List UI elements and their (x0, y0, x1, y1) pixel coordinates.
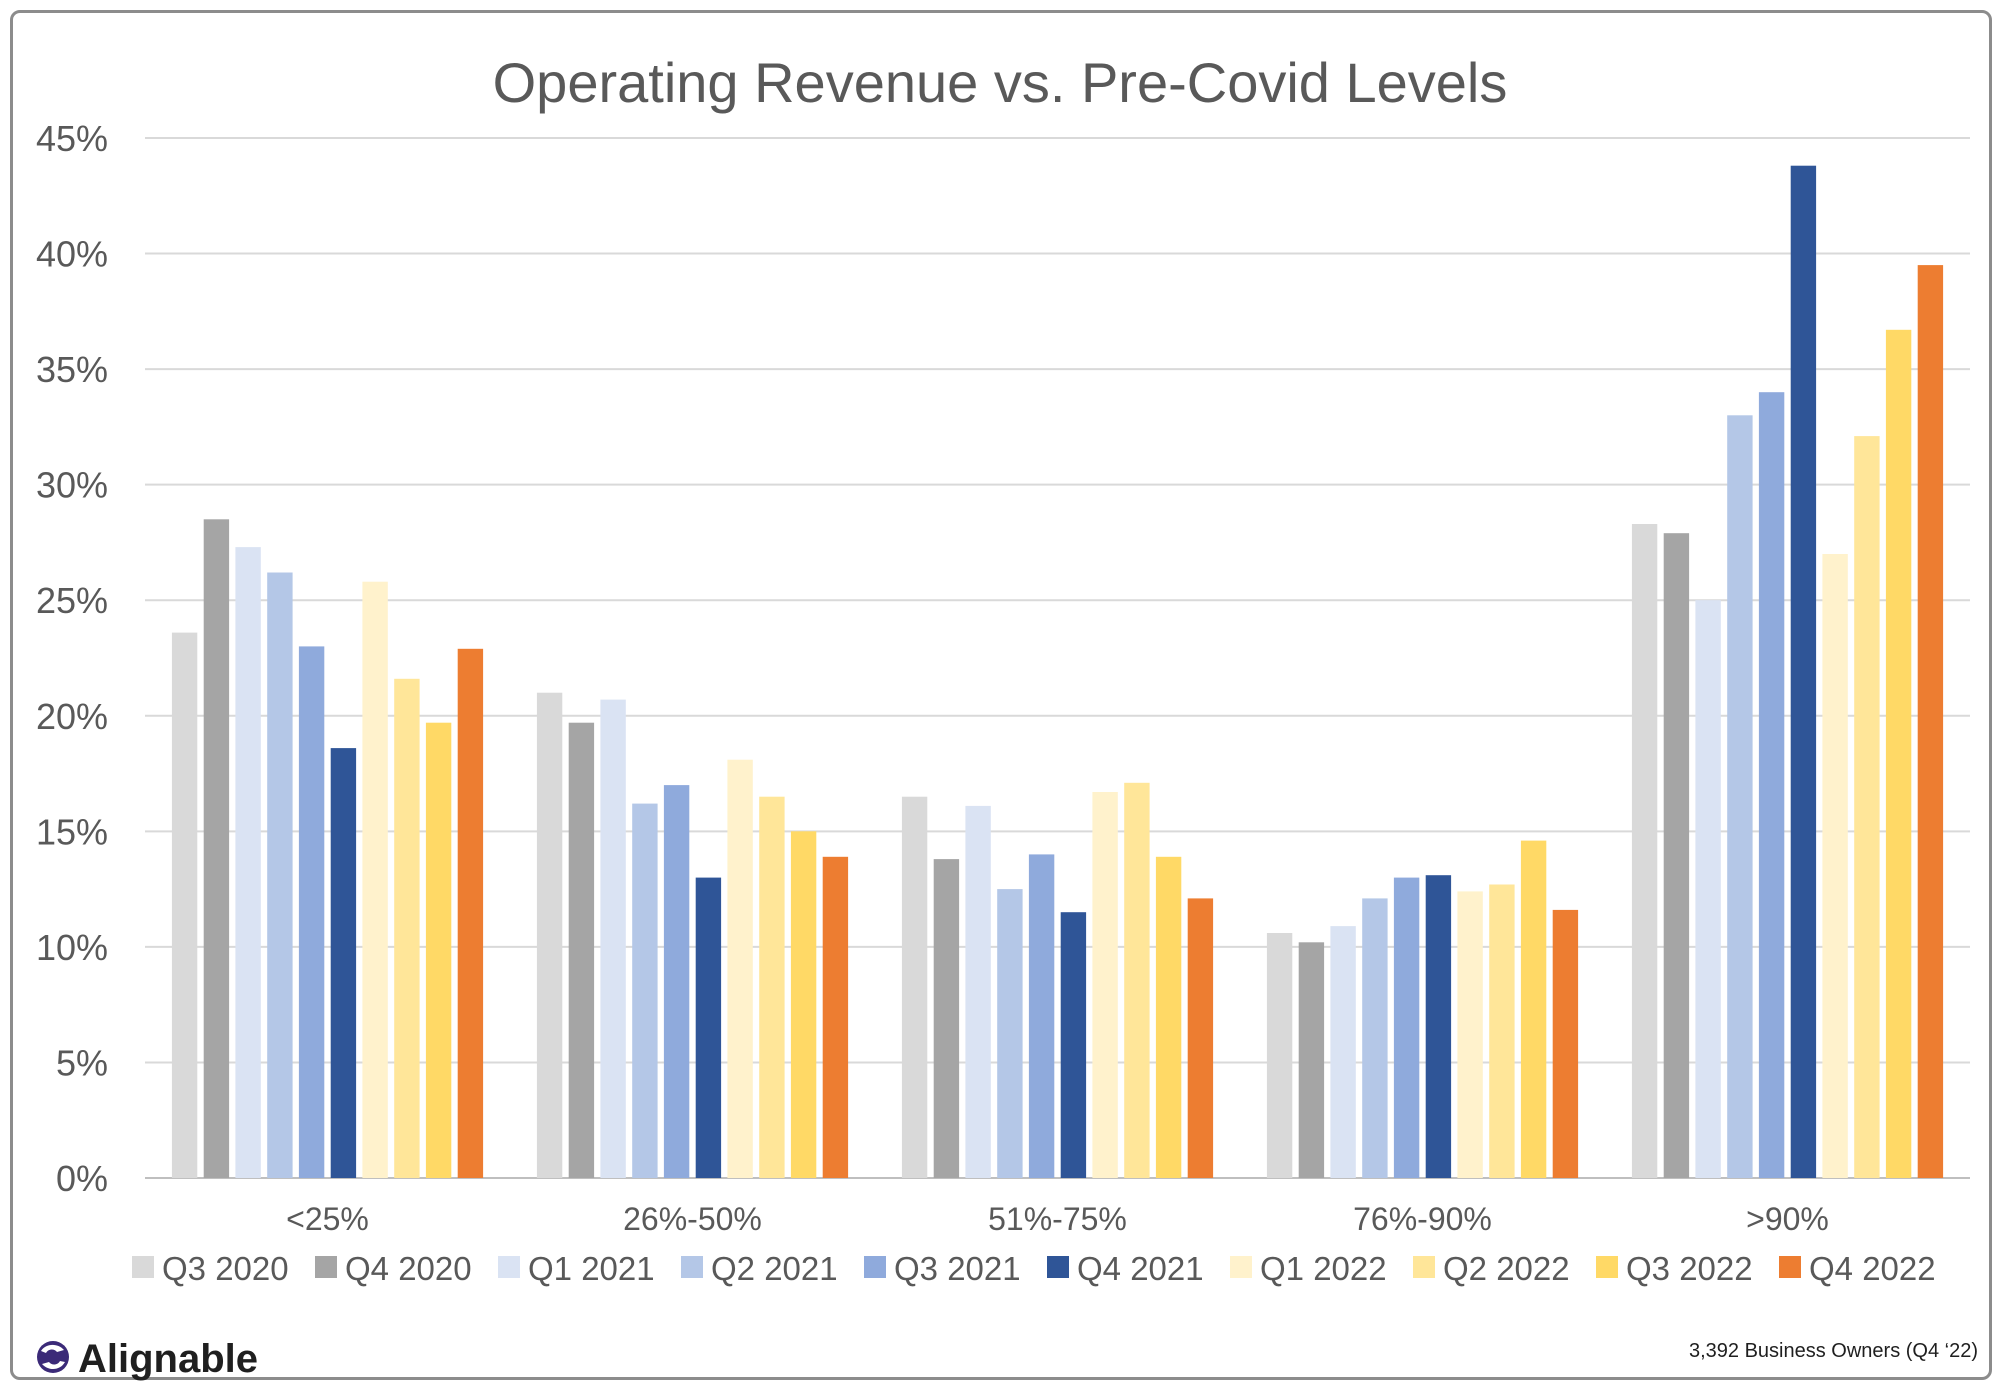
y-tick-label: 20% (36, 696, 108, 737)
legend-swatch (1230, 1256, 1252, 1278)
alignable-logo-text: Alignable (78, 1337, 258, 1381)
bar (1552, 909, 1579, 1178)
bar (1790, 165, 1817, 1178)
bar (965, 805, 991, 1178)
bar (632, 803, 658, 1178)
bar (1489, 884, 1515, 1178)
bar (1854, 436, 1880, 1179)
x-category-label: 76%-90% (1353, 1201, 1492, 1237)
bar (901, 796, 928, 1178)
x-category-label: >90% (1746, 1201, 1829, 1237)
bar (933, 859, 960, 1178)
y-tick-label: 25% (36, 580, 108, 621)
y-tick-label: 0% (56, 1158, 108, 1199)
bar (362, 581, 388, 1178)
bar (1092, 792, 1118, 1178)
bar (1124, 782, 1150, 1178)
bar (1520, 840, 1547, 1178)
legend-swatch (681, 1256, 703, 1278)
bar (235, 547, 261, 1178)
bar (1362, 898, 1388, 1178)
bars (171, 165, 1944, 1179)
alignable-logo: Alignable (37, 1337, 258, 1381)
bar (790, 831, 817, 1178)
legend-label: Q1 2021 (528, 1250, 655, 1287)
bar (1822, 554, 1848, 1178)
x-axis-categories: <25% 26%-50% 51%-75% 76%-90% >90% (286, 1201, 1829, 1237)
bar (695, 877, 722, 1178)
legend-label: Q4 2022 (1809, 1250, 1936, 1287)
bar (1695, 600, 1721, 1178)
y-axis-ticks: 0% 5% 10% 15% 20% 25% 30% 35% 40% 45% (36, 118, 108, 1199)
bar (1298, 942, 1325, 1178)
y-tick-label: 10% (36, 927, 108, 968)
bar (1187, 898, 1214, 1178)
legend-swatch (1047, 1256, 1069, 1278)
legend-label: Q3 2020 (162, 1250, 289, 1287)
bar (298, 646, 325, 1178)
legend-label: Q2 2022 (1443, 1250, 1570, 1287)
bar (457, 648, 484, 1178)
chart-title: Operating Revenue vs. Pre-Covid Levels (493, 51, 1508, 114)
x-category-label: <25% (286, 1201, 369, 1237)
bar (1028, 854, 1055, 1178)
y-tick-label: 35% (36, 349, 108, 390)
y-tick-label: 30% (36, 465, 108, 506)
legend-swatch (315, 1256, 337, 1278)
legend: Q3 2020 Q4 2020 Q1 2021 Q2 2021 Q3 2021 Q4 20… (132, 1250, 1936, 1287)
bar (1060, 912, 1087, 1178)
legend-label: Q3 2021 (894, 1250, 1021, 1287)
bar (536, 692, 563, 1178)
legend-label: Q3 2022 (1626, 1250, 1753, 1287)
bar (759, 796, 785, 1178)
bar (600, 699, 626, 1178)
bar (663, 785, 690, 1178)
legend-swatch (498, 1256, 520, 1278)
y-tick-label: 15% (36, 811, 108, 852)
bar (267, 572, 293, 1178)
legend-label: Q2 2021 (711, 1250, 838, 1287)
legend-label: Q4 2020 (345, 1250, 472, 1287)
y-tick-label: 40% (36, 234, 108, 275)
bar (203, 519, 230, 1178)
bar (1425, 875, 1452, 1178)
x-category-label: 51%-75% (988, 1201, 1127, 1237)
bar (394, 678, 420, 1178)
bar (1917, 265, 1944, 1179)
bar (822, 856, 849, 1178)
bar (1631, 524, 1658, 1178)
legend-label: Q1 2022 (1260, 1250, 1387, 1287)
y-tick-label: 45% (36, 118, 108, 159)
bar (1758, 392, 1785, 1178)
bar (568, 722, 595, 1178)
bar (727, 759, 753, 1178)
bar (1155, 856, 1182, 1178)
bar (1727, 415, 1753, 1178)
footnote: 3,392 Business Owners (Q4 ‘22) (1689, 1340, 1978, 1362)
bar (171, 632, 198, 1178)
legend-swatch (132, 1256, 154, 1278)
bar (1457, 891, 1483, 1178)
alignable-logo-icon (37, 1341, 69, 1373)
legend-swatch (1413, 1256, 1435, 1278)
legend-label: Q4 2021 (1077, 1250, 1204, 1287)
bar (1330, 926, 1356, 1178)
x-category-label: 26%-50% (623, 1201, 762, 1237)
bar (330, 748, 357, 1178)
bar (1393, 877, 1420, 1178)
bar (997, 889, 1023, 1178)
legend-swatch (1779, 1256, 1801, 1278)
bar (1663, 533, 1690, 1178)
bar (1266, 933, 1293, 1178)
y-tick-label: 5% (56, 1042, 108, 1083)
legend-swatch (1596, 1256, 1618, 1278)
bar (1885, 329, 1912, 1178)
legend-swatch (864, 1256, 886, 1278)
bar (425, 722, 452, 1178)
